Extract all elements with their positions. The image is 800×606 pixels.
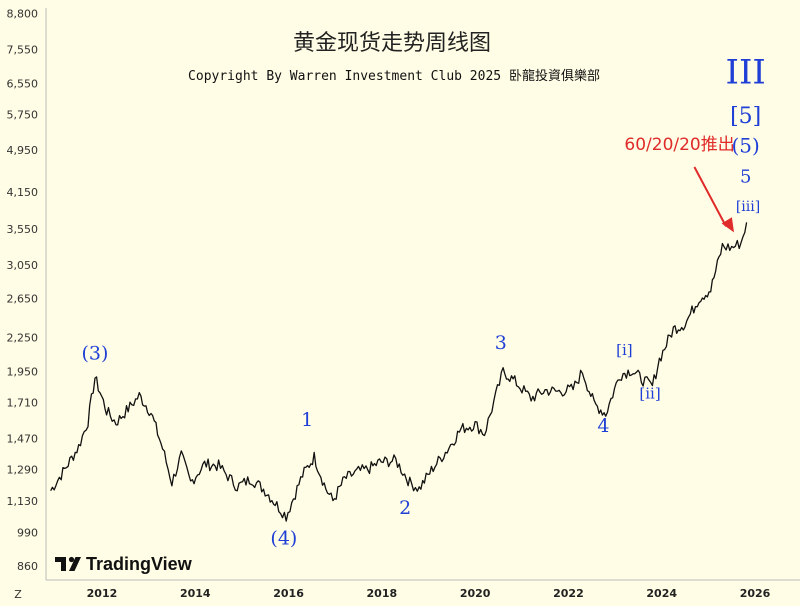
x-tick-label: 2014 bbox=[180, 587, 211, 600]
x-tick-label: 2020 bbox=[460, 587, 491, 600]
y-tick-label: 990 bbox=[17, 526, 38, 539]
x-tick-label: 2018 bbox=[367, 587, 398, 600]
x-tick-label: 2012 bbox=[87, 587, 118, 600]
chart-title: 黄金现货走势周线图 bbox=[293, 31, 491, 56]
wave-label: 2 bbox=[399, 497, 411, 519]
wave-label: 1 bbox=[301, 409, 313, 431]
y-axis: 8,800 7,550 6,550 5,750 4,950 4,150 3,550 3,050… bbox=[7, 7, 47, 580]
chart-subtitle: Copyright By Warren Investment Club 2025… bbox=[188, 68, 600, 84]
wave-label: [iii] bbox=[736, 199, 760, 215]
y-tick-label: 5,750 bbox=[7, 108, 39, 121]
x-tick-label: 2016 bbox=[273, 587, 304, 600]
wave-label: [5] bbox=[730, 104, 761, 129]
y-tick-label: 3,550 bbox=[7, 223, 39, 236]
x-axis: 2012 2014 2016 2018 2020 2022 2024 2026 bbox=[46, 579, 800, 600]
annotation-arrow-head bbox=[721, 217, 735, 233]
y-tick-label: 4,950 bbox=[7, 144, 39, 157]
y-tick-label: 7,550 bbox=[7, 44, 39, 57]
x-tick-label: 2024 bbox=[646, 587, 677, 600]
y-tick-label: 1,130 bbox=[7, 495, 39, 508]
annotation-label: 60/20/20推出 bbox=[624, 135, 734, 155]
wave-label: III bbox=[726, 52, 766, 92]
y-tick-label: 1,950 bbox=[7, 365, 39, 378]
tradingview-watermark: TradingView bbox=[55, 554, 193, 574]
y-tick-label: 3,050 bbox=[7, 259, 39, 272]
wave-labels-layer: (3) (4) 1 2 3 4 [i] [ii] [iii] 5 (5) [5] III 60/20/20… bbox=[82, 52, 766, 549]
wave-label: (5) bbox=[732, 133, 760, 157]
y-tick-label: 4,150 bbox=[7, 186, 39, 199]
y-tick-label: 8,800 bbox=[7, 7, 39, 20]
wave-label: 5 bbox=[740, 166, 751, 187]
wave-label: 4 bbox=[597, 415, 609, 437]
wave-label: [i] bbox=[616, 341, 633, 359]
axis-corner-label: Z bbox=[14, 588, 22, 601]
tradingview-logo-icon bbox=[55, 556, 81, 571]
wave-label: (3) bbox=[82, 342, 109, 364]
x-tick-label: 2022 bbox=[553, 587, 584, 600]
wave-label: (4) bbox=[270, 528, 297, 550]
y-tick-label: 2,650 bbox=[7, 292, 39, 305]
y-tick-label: 860 bbox=[17, 560, 38, 573]
y-tick-label: 6,550 bbox=[7, 77, 39, 90]
wave-label: 3 bbox=[495, 332, 507, 354]
y-tick-label: 2,250 bbox=[7, 331, 39, 344]
plot-area bbox=[50, 222, 748, 522]
y-tick-label: 1,470 bbox=[7, 432, 39, 445]
gold-price-line bbox=[50, 222, 748, 522]
y-tick-label: 1,290 bbox=[7, 463, 39, 476]
wave-label: [ii] bbox=[639, 384, 660, 402]
tradingview-wordmark: TradingView bbox=[86, 554, 193, 574]
x-tick-label: 2026 bbox=[740, 587, 771, 600]
y-tick-label: 1,710 bbox=[7, 397, 39, 410]
annotation-arrow-line bbox=[693, 166, 727, 227]
